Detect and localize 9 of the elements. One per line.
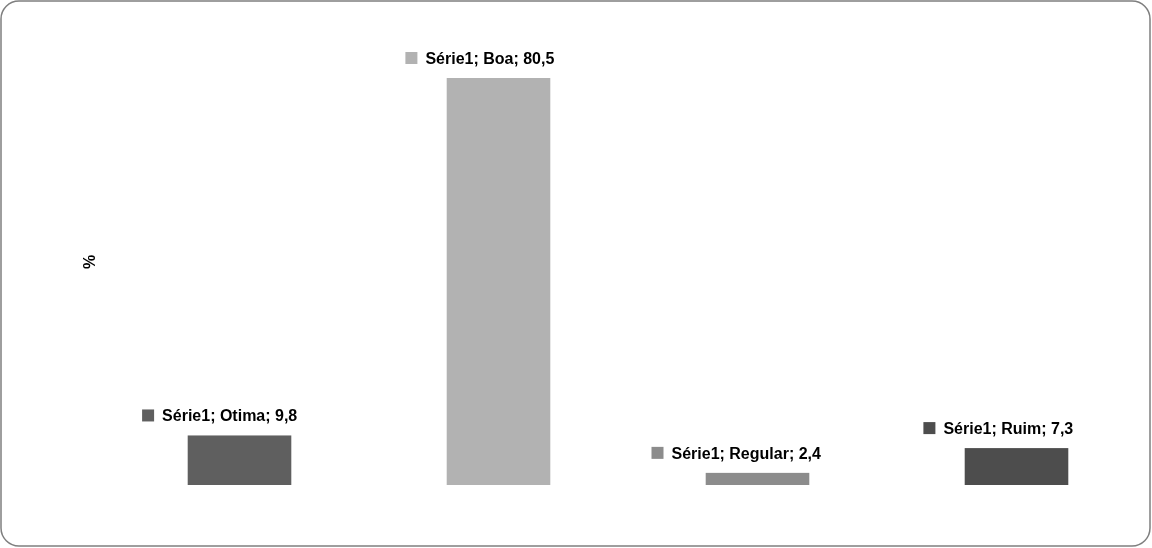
bar <box>705 472 810 485</box>
data-label: Série1; Regular; 2,4 <box>671 444 821 462</box>
data-label: Série1; Otima; 9,8 <box>162 407 298 425</box>
data-label: Série1; Boa; 80,5 <box>425 50 555 67</box>
bar <box>446 78 551 485</box>
y-axis-title: % <box>81 254 98 270</box>
bar <box>187 435 292 485</box>
data-label: Série1; Ruim; 7,3 <box>943 420 1074 438</box>
bar <box>964 448 1069 485</box>
